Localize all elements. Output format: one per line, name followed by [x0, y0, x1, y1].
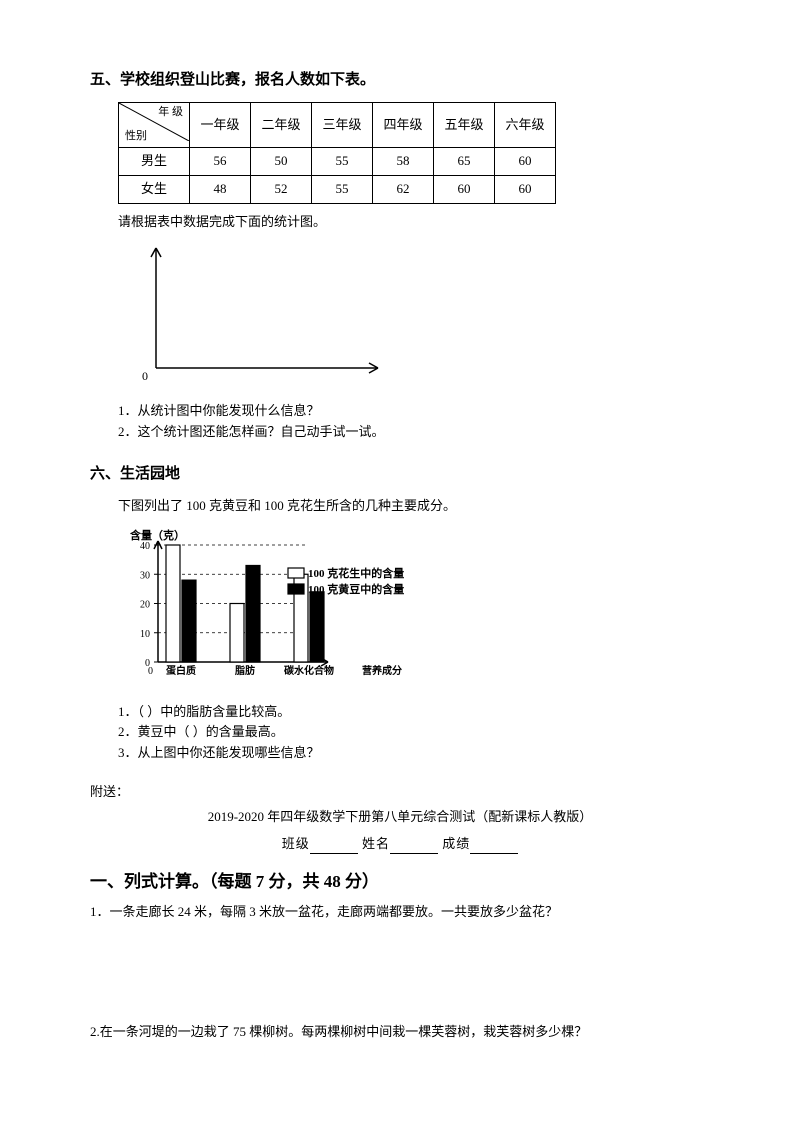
name-label: 姓名: [362, 836, 390, 851]
svg-text:100 克黄豆中的含量: 100 克黄豆中的含量: [308, 582, 404, 596]
section5-instruction: 请根据表中数据完成下面的统计图。: [118, 212, 710, 233]
svg-text:0: 0: [148, 666, 153, 677]
enrollment-table: 年 级性别一年级二年级三年级四年级五年级六年级男生565055586560女生4…: [118, 102, 556, 204]
s5-q2: 2．这个统计图还能怎样画？自己动手试一试。: [118, 422, 710, 443]
section-5-heading: 五、学校组织登山比赛，报名人数如下表。: [90, 68, 710, 92]
problem-2: 2.在一条河堤的一边栽了 75 棵柳树。每两棵柳树中间栽一棵芙蓉树，栽芙蓉树多少…: [90, 1022, 710, 1043]
s6-q2: 2．黄豆中（ ）的含量最高。: [118, 722, 710, 743]
s6-q3: 3．从上图中你还能发现哪些信息？: [118, 743, 710, 764]
svg-text:100 克花生中的含量: 100 克花生中的含量: [308, 566, 404, 580]
class-blank[interactable]: [310, 839, 358, 854]
svg-text:含量（克）: 含量（克）: [129, 528, 185, 542]
s6-q1: 1．（ ）中的脂肪含量比较高。: [118, 702, 710, 723]
class-label: 班级: [282, 836, 310, 851]
svg-text:脂肪: 脂肪: [234, 664, 255, 677]
problem-1: 1．一条走廊长 24 米，每隔 3 米放一盆花，走廊两端都要放。一共要放多少盆花…: [90, 902, 710, 923]
appendix-prefix: 附送：: [90, 782, 710, 803]
blank-axes: 0: [130, 238, 710, 396]
section-6-heading: 六、生活园地: [90, 462, 710, 486]
appendix-title: 2019-2020 年四年级数学下册第八单元综合测试（配新课标人教版）: [90, 807, 710, 828]
score-blank[interactable]: [470, 839, 518, 854]
section6-intro: 下图列出了 100 克黄豆和 100 克花生所含的几种主要成分。: [118, 496, 710, 517]
svg-text:碳水化合物: 碳水化合物: [284, 664, 334, 677]
section1-heading: 一、列式计算。（每题 7 分，共 48 分）: [90, 868, 710, 895]
svg-text:0: 0: [142, 369, 148, 383]
s5-q1: 1．从统计图中你能发现什么信息？: [118, 401, 710, 422]
svg-text:10: 10: [140, 629, 150, 640]
svg-text:营养成分: 营养成分: [362, 664, 402, 677]
name-blank[interactable]: [390, 839, 438, 854]
svg-text:40: 40: [140, 541, 150, 552]
nutrition-bar-chart: 含量（克）0102030400蛋白质脂肪碳水化合物营养成分100 克花生中的含量…: [118, 527, 710, 695]
svg-text:20: 20: [140, 600, 150, 611]
svg-text:蛋白质: 蛋白质: [166, 664, 196, 677]
blanks-line: 班级 姓名 成绩: [90, 834, 710, 855]
svg-text:30: 30: [140, 570, 150, 581]
score-label: 成绩: [442, 836, 470, 851]
